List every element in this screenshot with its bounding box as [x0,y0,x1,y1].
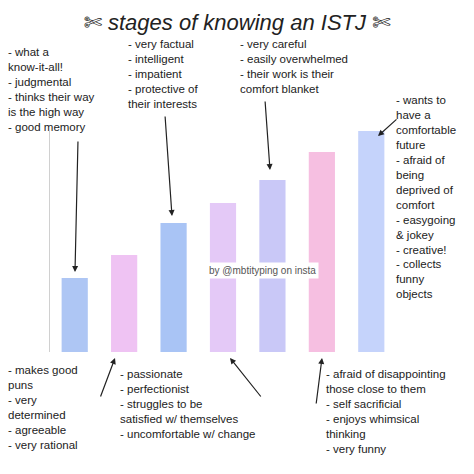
svg-text:- very factual- intelligent- i: - very factual- intelligent- impatient- … [128,38,198,110]
svg-text:- very careful- easily overwhe: - very careful- easily overwhelmed- thei… [240,38,348,95]
svg-text:- wants tohave acomfortablefut: - wants tohave acomfortablefuture- afrai… [396,94,456,300]
svg-text:- afraid of disappointingthose: - afraid of disappointingthose close to … [326,368,446,455]
svg-text:by @mbtityping on insta: by @mbtityping on insta [209,265,316,276]
svg-text:- what aknow-it-all!- judgment: - what aknow-it-all!- judgmental- thinks… [8,46,95,133]
svg-text:✄ stages of knowing an ISTJ ✄: ✄ stages of knowing an ISTJ ✄ [83,10,391,35]
svg-text:- passionate- perfectionist- s: - passionate- perfectionist- struggles t… [120,368,256,440]
svg-text:- makes goodpuns- verydetermin: - makes goodpuns- verydetermined- agreea… [8,364,78,451]
